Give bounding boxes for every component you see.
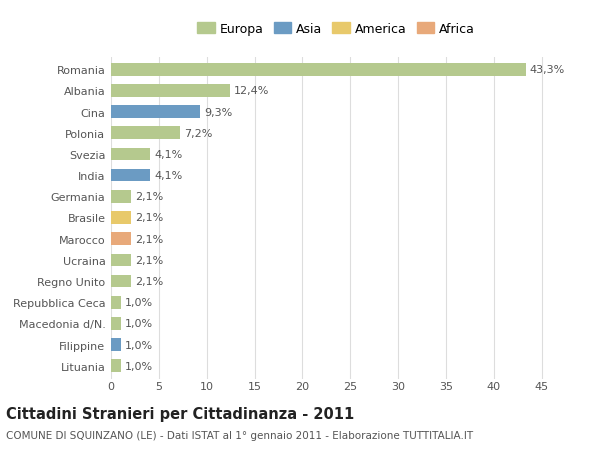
Text: 2,1%: 2,1% bbox=[135, 276, 163, 286]
Text: 4,1%: 4,1% bbox=[154, 171, 182, 181]
Text: 2,1%: 2,1% bbox=[135, 234, 163, 244]
Text: 4,1%: 4,1% bbox=[154, 150, 182, 160]
Text: Cittadini Stranieri per Cittadinanza - 2011: Cittadini Stranieri per Cittadinanza - 2… bbox=[6, 406, 354, 421]
Bar bbox=[111, 148, 150, 161]
Bar bbox=[111, 190, 131, 203]
Bar bbox=[111, 127, 180, 140]
Bar bbox=[111, 85, 230, 98]
Bar bbox=[111, 254, 131, 267]
Text: 1,0%: 1,0% bbox=[124, 297, 152, 308]
Bar bbox=[111, 339, 121, 351]
Text: 7,2%: 7,2% bbox=[184, 129, 212, 139]
Text: 43,3%: 43,3% bbox=[529, 65, 565, 75]
Bar bbox=[111, 317, 121, 330]
Text: 9,3%: 9,3% bbox=[204, 107, 232, 118]
Text: 12,4%: 12,4% bbox=[233, 86, 269, 96]
Bar bbox=[111, 106, 200, 119]
Text: 1,0%: 1,0% bbox=[124, 361, 152, 371]
Bar bbox=[111, 275, 131, 288]
Bar bbox=[111, 360, 121, 372]
Bar bbox=[111, 212, 131, 224]
Text: 2,1%: 2,1% bbox=[135, 255, 163, 265]
Bar bbox=[111, 64, 526, 76]
Text: 2,1%: 2,1% bbox=[135, 192, 163, 202]
Text: 1,0%: 1,0% bbox=[124, 340, 152, 350]
Bar bbox=[111, 169, 150, 182]
Bar bbox=[111, 233, 131, 246]
Text: 2,1%: 2,1% bbox=[135, 213, 163, 223]
Text: COMUNE DI SQUINZANO (LE) - Dati ISTAT al 1° gennaio 2011 - Elaborazione TUTTITAL: COMUNE DI SQUINZANO (LE) - Dati ISTAT al… bbox=[6, 430, 473, 440]
Bar bbox=[111, 296, 121, 309]
Text: 1,0%: 1,0% bbox=[124, 319, 152, 329]
Legend: Europa, Asia, America, Africa: Europa, Asia, America, Africa bbox=[194, 20, 478, 38]
